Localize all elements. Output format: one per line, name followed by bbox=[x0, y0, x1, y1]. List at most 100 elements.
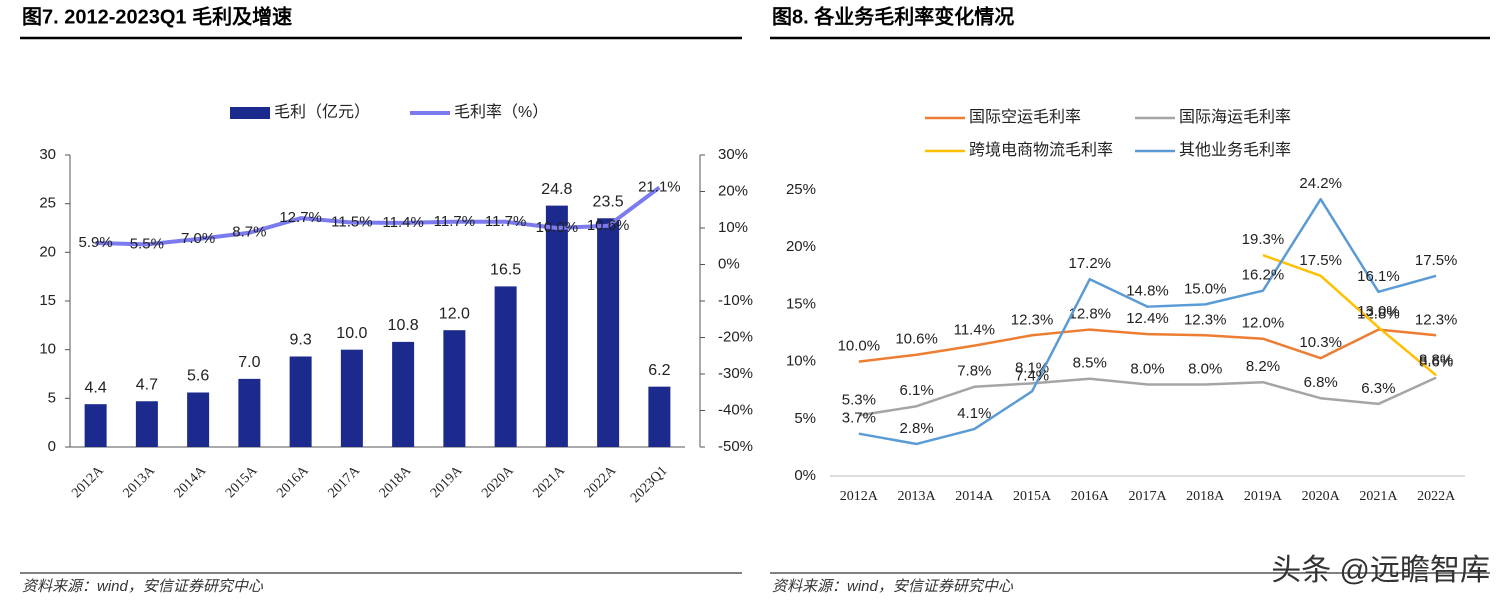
data-label: 10.0% bbox=[536, 219, 579, 236]
x-tick-label: 2012A bbox=[840, 489, 879, 504]
x-tick-label: 2018A bbox=[377, 463, 415, 501]
line bbox=[858, 376, 1437, 417]
bar bbox=[238, 378, 261, 447]
bar bbox=[545, 205, 568, 447]
data-label: 4.1% bbox=[957, 405, 991, 422]
y2-tick-label: 30% bbox=[718, 146, 748, 163]
y2-tick-label: -20% bbox=[718, 328, 753, 345]
data-label: 8.6% bbox=[1419, 354, 1453, 371]
chart-title: 图7. 2012-2023Q1 毛利及增速 bbox=[22, 4, 292, 28]
y-tick-label: 20% bbox=[786, 238, 816, 255]
x-tick-label: 2014A bbox=[172, 463, 210, 501]
data-label: 12.0 bbox=[439, 305, 470, 322]
bar bbox=[443, 330, 466, 447]
y2-tick-label: -30% bbox=[718, 365, 753, 382]
legend-label: 毛利（亿元） bbox=[274, 103, 370, 121]
x-tick-label: 2015A bbox=[223, 463, 261, 501]
bar bbox=[340, 349, 363, 447]
data-label: 7.4% bbox=[1015, 367, 1049, 384]
data-label: 24.2% bbox=[1299, 175, 1342, 192]
legend-label: 国际海运毛利率 bbox=[1179, 108, 1291, 126]
y-tick-label: 0 bbox=[48, 438, 56, 455]
data-label: 10.3% bbox=[1299, 334, 1342, 351]
data-label: 6.2 bbox=[648, 362, 670, 379]
x-tick-label: 2017A bbox=[325, 463, 363, 501]
data-label: 5.6 bbox=[187, 368, 209, 385]
y2-tick-label: -50% bbox=[718, 438, 753, 455]
x-tick-label: 2013A bbox=[898, 489, 937, 504]
data-label: 2.8% bbox=[899, 420, 933, 437]
data-label: 8.2% bbox=[1246, 358, 1280, 375]
y-tick-label: 20 bbox=[39, 243, 56, 260]
line bbox=[95, 185, 661, 247]
bar bbox=[494, 286, 517, 447]
data-label: 6.8% bbox=[1304, 374, 1338, 391]
y2-tick-label: -10% bbox=[718, 292, 753, 309]
data-label: 17.5% bbox=[1299, 252, 1342, 269]
y-tick-label: 10 bbox=[39, 341, 56, 358]
x-tick-label: 2013A bbox=[120, 463, 158, 501]
x-tick-label: 2017A bbox=[1128, 489, 1167, 504]
data-label: 5.5% bbox=[130, 235, 164, 252]
bar bbox=[392, 341, 415, 447]
bar bbox=[187, 392, 210, 447]
bar bbox=[84, 404, 107, 447]
data-label: 14.8% bbox=[1126, 283, 1169, 300]
y-tick-label: 0% bbox=[794, 467, 816, 484]
data-label: 16.5 bbox=[490, 262, 521, 279]
y2-tick-label: 0% bbox=[718, 255, 740, 272]
line bbox=[858, 197, 1437, 446]
line bbox=[1262, 254, 1437, 377]
legend-swatch bbox=[230, 107, 270, 119]
x-tick-label: 2019A bbox=[428, 463, 466, 501]
data-label: 19.3% bbox=[1242, 231, 1285, 248]
data-label: 16.2% bbox=[1242, 267, 1285, 284]
y2-tick-label: 10% bbox=[718, 219, 748, 236]
data-label: 11.4% bbox=[954, 322, 995, 339]
data-label: 24.8 bbox=[541, 181, 572, 198]
data-label: 17.5% bbox=[1415, 252, 1458, 269]
y-tick-label: 10% bbox=[786, 353, 816, 370]
bar bbox=[135, 401, 158, 447]
data-label: 5.9% bbox=[79, 234, 113, 251]
data-label: 12.3% bbox=[1184, 311, 1227, 328]
data-label: 6.1% bbox=[899, 382, 933, 399]
data-label: 12.3% bbox=[1011, 311, 1054, 328]
data-label: 11.7% bbox=[434, 213, 475, 230]
data-label: 10.6% bbox=[587, 217, 630, 234]
data-label: 7.8% bbox=[957, 363, 991, 380]
data-label: 16.1% bbox=[1357, 268, 1400, 285]
x-tick-label: 2022A bbox=[1417, 489, 1456, 504]
x-tick-label: 2016A bbox=[1071, 489, 1110, 504]
data-label: 15.0% bbox=[1184, 280, 1227, 297]
x-tick-label: 2021A bbox=[530, 463, 568, 501]
data-label: 12.7% bbox=[279, 209, 322, 226]
y2-tick-label: 20% bbox=[718, 182, 748, 199]
data-label: 7.0 bbox=[238, 354, 260, 371]
source: 资料来源：wind，安信证券研究中心 bbox=[22, 578, 264, 595]
line bbox=[858, 328, 1437, 363]
y-tick-label: 25% bbox=[786, 181, 816, 198]
x-tick-label: 2021A bbox=[1359, 489, 1398, 504]
data-label: 7.0% bbox=[181, 230, 215, 247]
legend-label: 毛利率（%） bbox=[454, 103, 548, 121]
x-tick-label: 2023Q1 bbox=[628, 463, 671, 506]
y-tick-label: 25 bbox=[39, 195, 56, 212]
legend-label: 国际空运毛利率 bbox=[969, 108, 1081, 126]
y-tick-label: 15% bbox=[786, 295, 816, 312]
legend-label: 其他业务毛利率 bbox=[1179, 141, 1291, 159]
data-label: 4.7 bbox=[136, 376, 158, 393]
y2-tick-label: -40% bbox=[718, 401, 753, 418]
data-label: 10.0 bbox=[336, 325, 367, 342]
chart-title: 图8. 各业务毛利率变化情况 bbox=[772, 4, 1014, 28]
data-label: 8.8% bbox=[1419, 351, 1453, 368]
data-label: 8.0% bbox=[1188, 360, 1222, 377]
data-label: 8.5% bbox=[1073, 355, 1107, 372]
data-label: 12.0% bbox=[1242, 315, 1285, 332]
data-label: 9.3 bbox=[290, 332, 312, 349]
data-label: 21.1% bbox=[638, 178, 681, 195]
x-tick-label: 2014A bbox=[955, 489, 994, 504]
y-tick-label: 30 bbox=[39, 146, 56, 163]
x-tick-label: 2015A bbox=[1013, 489, 1052, 504]
